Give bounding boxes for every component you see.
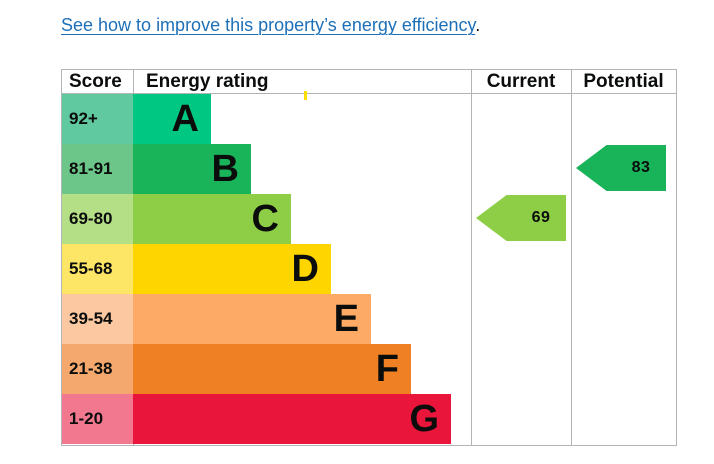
band-a-bar: A — [133, 94, 211, 144]
band-e-bar: E — [133, 294, 371, 344]
rating-marker — [304, 91, 307, 100]
improve-efficiency-link[interactable]: See how to improve this property’s energ… — [61, 15, 476, 35]
current-rating-label: 69 C — [505, 209, 551, 241]
current-column-divider — [471, 69, 472, 445]
header-score: Score — [69, 71, 122, 92]
band-d-score: 55-68 — [62, 244, 133, 294]
header-divider — [61, 93, 676, 94]
band-b-score: 81-91 — [62, 144, 133, 194]
band-f-bar: F — [133, 344, 411, 394]
potential-column-divider — [571, 69, 572, 445]
current-score: 69 — [531, 209, 551, 226]
band-g-score: 1-20 — [62, 394, 133, 444]
header-energy-rating: Energy rating — [146, 71, 269, 92]
band-c-score: 69-80 — [62, 194, 133, 244]
improve-efficiency-line: See how to improve this property’s energ… — [61, 15, 480, 36]
energy-rating-chart: Score Energy rating Current Potential 92… — [61, 69, 677, 446]
band-f-score: 21-38 — [62, 344, 133, 394]
chart-frame — [61, 69, 677, 446]
band-c-bar: C — [133, 194, 291, 244]
header-current: Current — [486, 71, 556, 92]
band-g-bar: G — [133, 394, 451, 444]
header-potential: Potential — [583, 71, 664, 92]
link-period: . — [475, 15, 481, 35]
band-e-score: 39-54 — [62, 294, 133, 344]
band-a-score: 92+ — [62, 94, 133, 144]
band-d-bar: D — [133, 244, 331, 294]
potential-score: 83 — [631, 159, 651, 176]
band-b-bar: B — [133, 144, 251, 194]
potential-rating-label: 83 B — [605, 159, 651, 191]
